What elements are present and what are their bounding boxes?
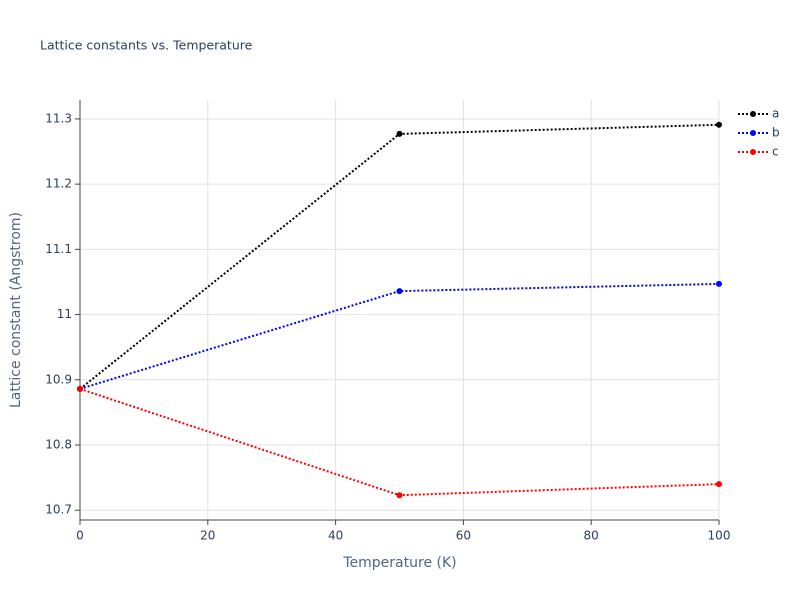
y-tick-label: 11.3: [45, 111, 72, 125]
point: [396, 288, 403, 295]
y-tick-label: 10.7: [45, 503, 72, 517]
legend-marker: [750, 111, 756, 117]
legend-label: c: [772, 145, 779, 159]
legend-marker: [750, 149, 756, 155]
legend-marker: [750, 130, 756, 136]
chart-title: Lattice constants vs. Temperature: [40, 38, 253, 53]
x-axis-label: Temperature (K): [342, 555, 456, 571]
y-axis-label: Lattice constant (Angstrom): [8, 212, 24, 408]
y-tick-label: 10.9: [45, 372, 72, 386]
x-tick-label: 80: [584, 529, 599, 543]
legend-label: a: [772, 107, 779, 121]
series-line: [79, 282, 720, 390]
x-tick-label: 100: [708, 529, 731, 543]
x-tick-label: 40: [328, 529, 343, 543]
point: [716, 280, 722, 287]
point: [396, 130, 403, 137]
x-tick-label: 0: [76, 529, 84, 543]
y-tick-label: 11.1: [45, 242, 72, 256]
y-tick-label: 11: [57, 307, 72, 321]
x-tick-label: 20: [200, 529, 215, 543]
y-tick-label: 11.2: [45, 177, 72, 191]
x-tick-label: 60: [456, 529, 471, 543]
point: [396, 492, 403, 499]
series-line: [79, 123, 720, 390]
legend-label: b: [772, 126, 780, 140]
point: [716, 481, 722, 488]
point: [716, 121, 722, 128]
point: [77, 385, 83, 392]
y-tick-label: 10.8: [45, 438, 72, 452]
series-line: [79, 387, 720, 497]
